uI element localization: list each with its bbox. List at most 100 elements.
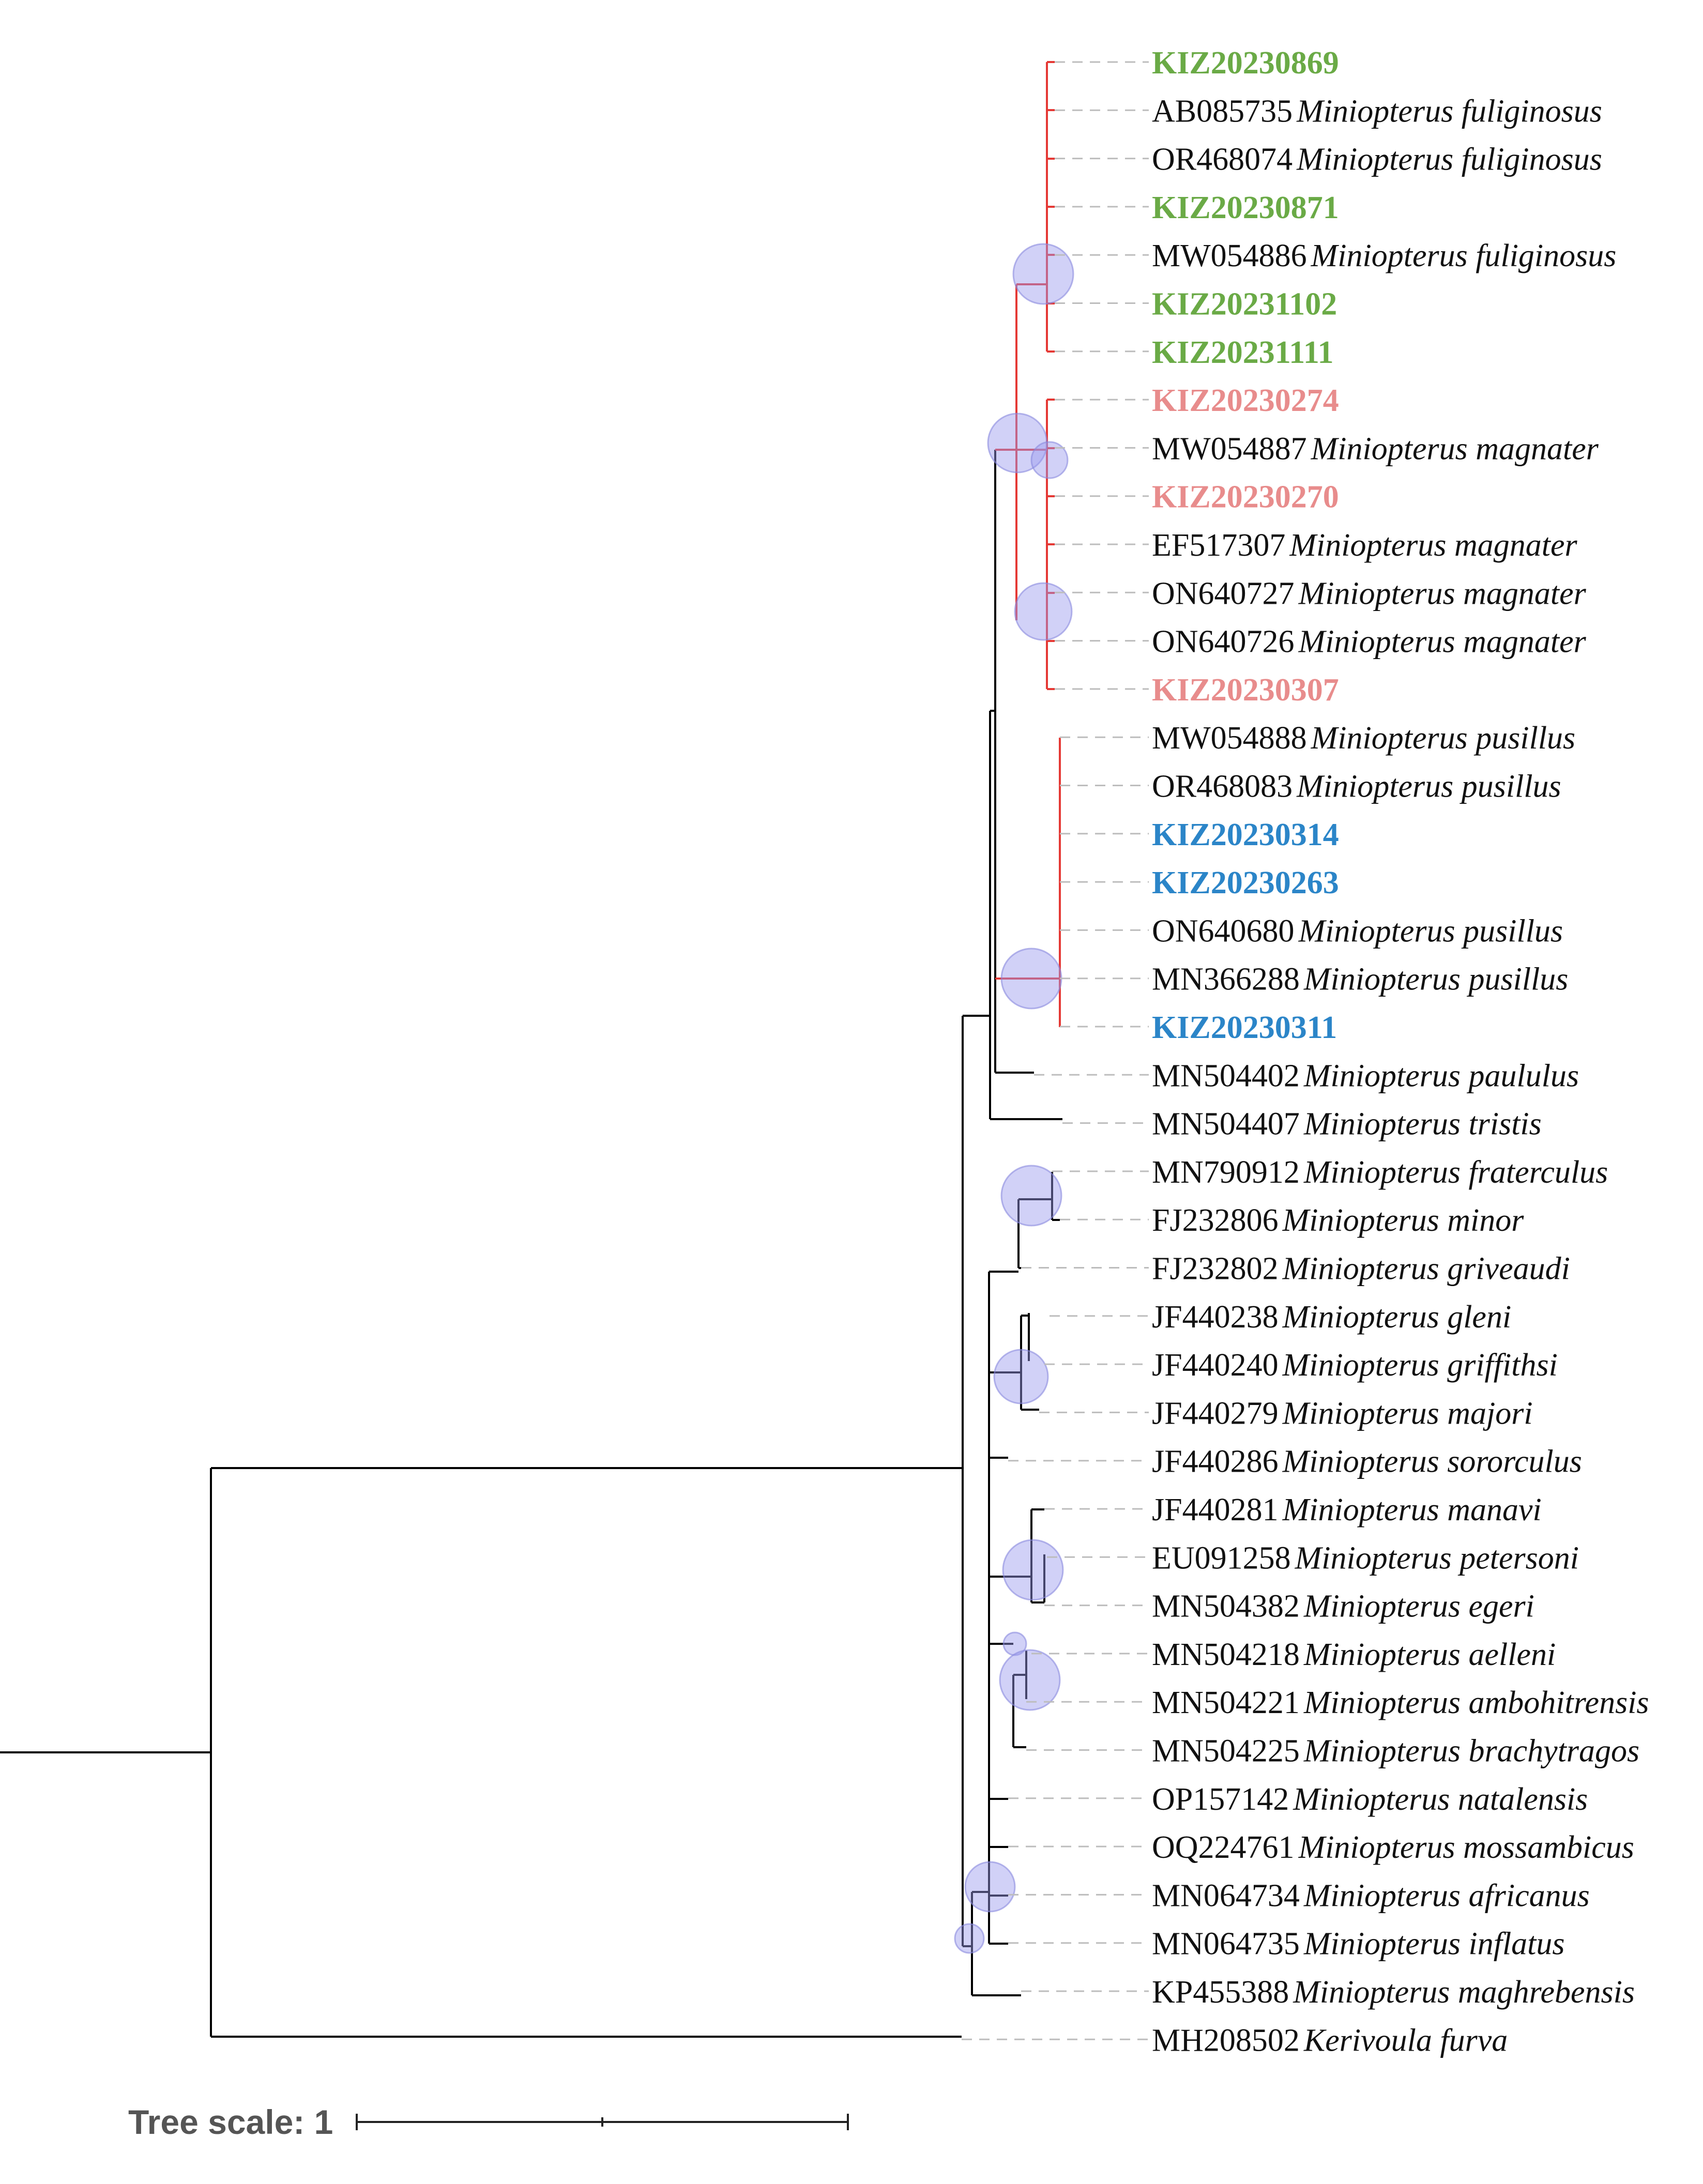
leaf-label: KP455388 Miniopterus maghrebensis	[1152, 1975, 1635, 2010]
support-bubble	[1002, 1539, 1064, 1601]
leaf-label: FJ232806 Miniopterus minor	[1152, 1203, 1524, 1238]
tree-scale: Tree scale: 1	[128, 2103, 849, 2141]
leaf-species: Miniopterus gleni	[1282, 1300, 1512, 1335]
leaf-species: Miniopterus magnater	[1289, 528, 1577, 563]
leaf-accession: KIZ20231102	[1152, 287, 1337, 322]
leaf-accession: AB085735	[1152, 94, 1293, 129]
leaf-label: JF440238 Miniopterus gleni	[1152, 1300, 1511, 1335]
leaf-label: AB085735 Miniopterus fuliginosus	[1152, 94, 1602, 129]
leaf-accession: OQ224761	[1152, 1830, 1295, 1865]
leaf-label: EF517307 Miniopterus magnater	[1152, 528, 1577, 563]
leaf-label: MW054886 Miniopterus fuliginosus	[1152, 238, 1616, 273]
leaf-species: Miniopterus paululus	[1303, 1058, 1579, 1093]
support-bubble	[999, 1649, 1061, 1711]
leaf-accession: KIZ20230311	[1152, 1010, 1337, 1045]
leaf-accession: JF440238	[1152, 1300, 1279, 1335]
leaf-species: Miniopterus pusillus	[1298, 913, 1563, 949]
leaf-accession: KIZ20230314	[1152, 817, 1339, 852]
leaf-species: Miniopterus inflatus	[1303, 1927, 1565, 1962]
leaf-accession: KIZ20230307	[1152, 673, 1339, 708]
leaf-accession: ON640726	[1152, 624, 1295, 660]
leaf-species: Miniopterus natalensis	[1293, 1782, 1588, 1817]
leaf-label: KIZ20231111	[1152, 335, 1333, 370]
leaf-label: FJ232802 Miniopterus griveaudi	[1152, 1251, 1570, 1287]
leaf-label: JF440281 Miniopterus manavi	[1152, 1492, 1542, 1528]
leaf-label: KIZ20230270	[1152, 480, 1339, 515]
support-bubble	[1000, 948, 1062, 1010]
support-bubble	[1002, 1631, 1027, 1656]
leaf-label: OQ224761 Miniopterus mossambicus	[1152, 1830, 1634, 1865]
leaf-accession: OP157142	[1152, 1782, 1289, 1817]
leaf-label: OP157142 Miniopterus natalensis	[1152, 1782, 1588, 1817]
leaf-accession: KP455388	[1152, 1975, 1289, 2010]
leaf-accession: FJ232802	[1152, 1251, 1279, 1287]
leaf-species: Miniopterus fuliginosus	[1296, 142, 1602, 177]
support-bubble	[964, 1861, 1016, 1913]
leaf-label: JF440279 Miniopterus majori	[1152, 1396, 1533, 1431]
leaf-label: OR468083 Miniopterus pusillus	[1152, 769, 1561, 804]
leaf-label: MN504382 Miniopterus egeri	[1152, 1589, 1534, 1624]
leaf-accession: KIZ20230263	[1152, 865, 1339, 900]
leaf-label: KIZ20230869	[1152, 45, 1339, 81]
leaf-label: KIZ20230311	[1152, 1010, 1337, 1045]
leaf-accession: MH208502	[1152, 2023, 1300, 2058]
leaf-species: Miniopterus africanus	[1303, 1878, 1590, 1913]
leaf-accession: MN504221	[1152, 1685, 1300, 1720]
leaf-label: OR468074 Miniopterus fuliginosus	[1152, 142, 1602, 177]
leaf-species: Miniopterus griveaudi	[1282, 1251, 1570, 1287]
support-bubble	[993, 1349, 1049, 1404]
leaf-accession: MN504407	[1152, 1107, 1300, 1142]
support-bubble	[1012, 243, 1074, 305]
leaf-label: MN504218 Miniopterus aelleni	[1152, 1637, 1556, 1672]
leaf-label: MN790912 Miniopterus fraterculus	[1152, 1155, 1608, 1190]
support-bubble	[1030, 441, 1069, 479]
leaf-label: ON640680 Miniopterus pusillus	[1152, 913, 1563, 949]
leaf-accession: MW054887	[1152, 431, 1307, 466]
leaf-label: MN504402 Miniopterus paululus	[1152, 1058, 1579, 1093]
leaf-label: ON640727 Miniopterus magnater	[1152, 576, 1587, 611]
leaf-label: JF440240 Miniopterus griffithsi	[1152, 1348, 1558, 1383]
support-bubbles	[954, 243, 1074, 1954]
leaf-accession: FJ232806	[1152, 1203, 1279, 1238]
support-bubble	[1000, 1165, 1062, 1227]
leaf-species: Miniopterus minor	[1282, 1203, 1525, 1238]
leaf-label: MN504221 Miniopterus ambohitrensis	[1152, 1685, 1649, 1720]
leaf-label: KIZ20231102	[1152, 287, 1337, 322]
leaf-accession: EU091258	[1152, 1540, 1291, 1576]
leaf-label: MN504407 Miniopterus tristis	[1152, 1107, 1542, 1142]
leaf-label: KIZ20230314	[1152, 817, 1339, 852]
leaf-species: Miniopterus mossambicus	[1298, 1830, 1634, 1865]
leaf-accession: JF440281	[1152, 1492, 1279, 1528]
leaf-accession: MN504225	[1152, 1734, 1300, 1769]
leaf-species: Miniopterus fuliginosus	[1296, 94, 1602, 129]
leaf-accession: MN504402	[1152, 1058, 1300, 1093]
leaf-accession: OR468074	[1152, 142, 1293, 177]
leaf-guide-lines	[962, 61, 1149, 2040]
leaf-label: KIZ20230263	[1152, 865, 1339, 900]
leaf-species: Miniopterus pusillus	[1296, 769, 1561, 804]
support-bubble	[1014, 582, 1073, 641]
tree-scale-label: Tree scale: 1	[128, 2103, 333, 2141]
leaf-species: Miniopterus pusillus	[1311, 721, 1576, 756]
support-bubble	[954, 1923, 985, 1954]
leaf-accession: MN366288	[1152, 962, 1300, 997]
leaf-species: Miniopterus maghrebensis	[1293, 1975, 1635, 2010]
leaf-accession: MW054888	[1152, 721, 1307, 756]
leaf-accession: MN790912	[1152, 1155, 1300, 1190]
leaf-accession: MW054886	[1152, 238, 1307, 273]
leaf-species: Miniopterus griffithsi	[1282, 1348, 1558, 1383]
leaf-label: MH208502 Kerivoula furva	[1152, 2023, 1508, 2058]
leaf-label: MW054888 Miniopterus pusillus	[1152, 721, 1575, 756]
leaf-accession: MN504218	[1152, 1637, 1300, 1672]
leaf-species: Miniopterus brachytragos	[1303, 1734, 1639, 1769]
leaf-species: Miniopterus manavi	[1282, 1492, 1542, 1528]
leaf-species: Kerivoula furva	[1303, 2023, 1508, 2058]
leaf-species: Miniopterus fuliginosus	[1311, 238, 1617, 273]
leaf-species: Miniopterus ambohitrensis	[1303, 1685, 1649, 1720]
leaf-species: Miniopterus egeri	[1303, 1589, 1534, 1624]
leaf-label: MN366288 Miniopterus pusillus	[1152, 962, 1568, 997]
leaf-label: KIZ20230307	[1152, 673, 1339, 708]
leaf-species: Miniopterus majori	[1282, 1396, 1533, 1431]
